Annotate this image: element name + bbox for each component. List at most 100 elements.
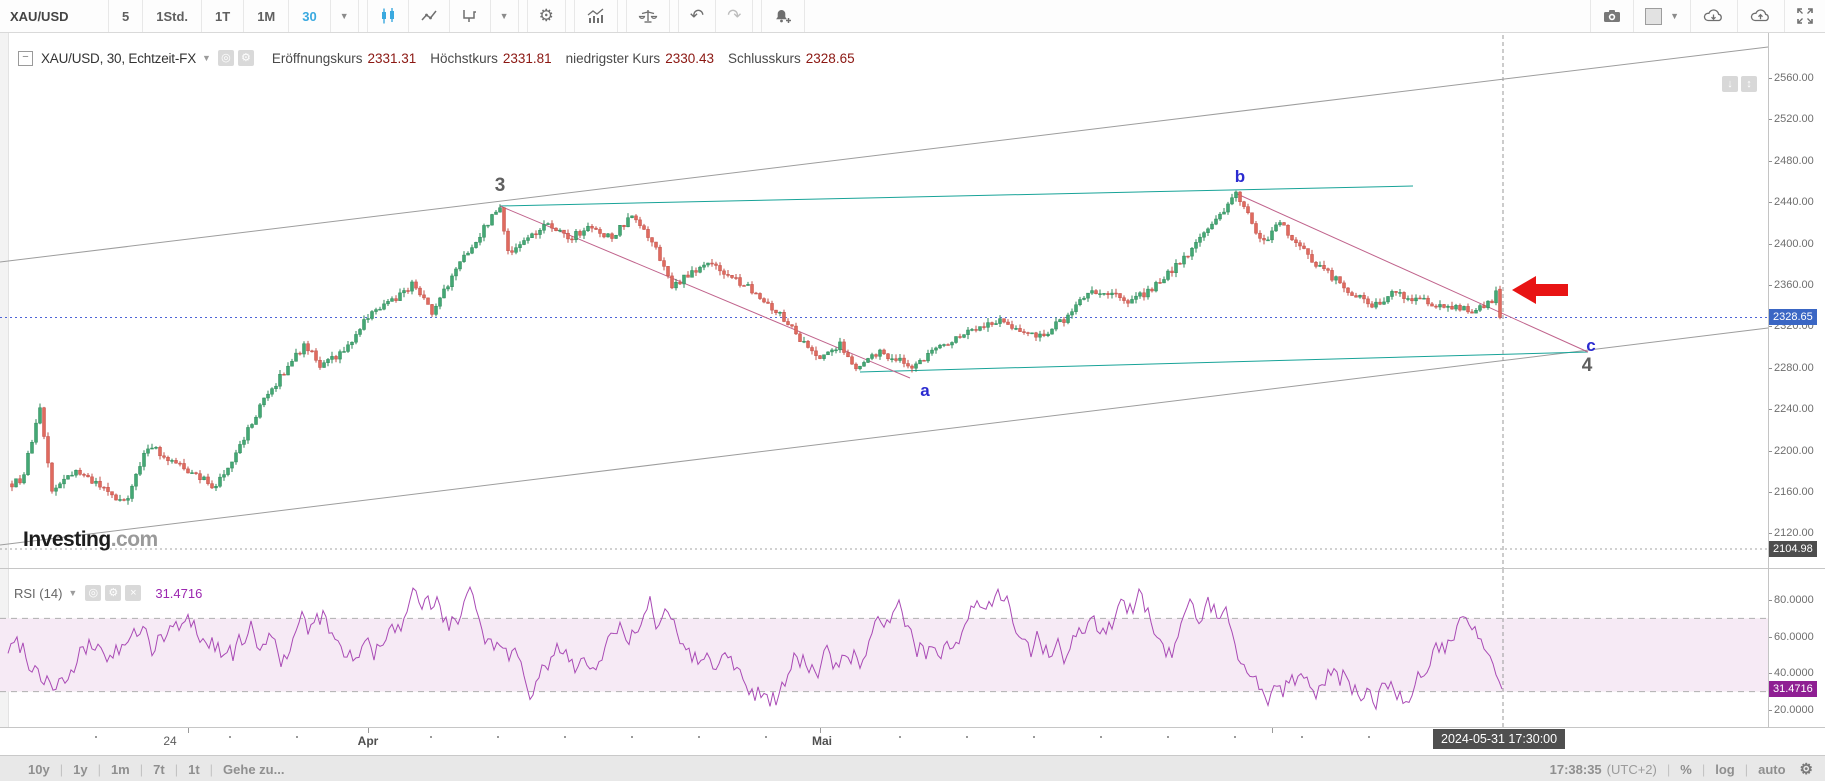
time-axis-dot bbox=[1368, 736, 1370, 738]
range-1m-button[interactable]: 1m bbox=[110, 761, 130, 777]
low-value: 2330.43 bbox=[665, 50, 714, 66]
red-arrow-annotation[interactable] bbox=[1512, 276, 1568, 304]
rsi-tickmark bbox=[1768, 673, 1772, 675]
compare-scales-icon bbox=[638, 10, 658, 23]
camera-icon bbox=[1604, 10, 1621, 22]
autoscale-button[interactable]: ↕ bbox=[1741, 76, 1757, 92]
alert-bell-icon bbox=[776, 10, 792, 23]
rsi-line bbox=[7, 585, 1503, 711]
timeframe-30-button-active[interactable]: 30 bbox=[289, 0, 331, 32]
pane-separator[interactable] bbox=[0, 568, 1825, 569]
open-label: Eröffnungskurs bbox=[271, 50, 363, 66]
snapshot-button[interactable] bbox=[1590, 0, 1633, 32]
wave-label-3[interactable]: 3 bbox=[494, 175, 506, 196]
layout-button[interactable]: ▼ bbox=[1633, 0, 1690, 32]
settings-button[interactable]: ⚙ bbox=[528, 0, 566, 32]
collapse-pane-icon[interactable]: − bbox=[18, 50, 33, 66]
rsi-pane-svg[interactable] bbox=[0, 569, 1825, 727]
timeframe-dropdown-caret[interactable]: ▼ bbox=[331, 0, 359, 32]
time-axis-dot bbox=[765, 736, 767, 738]
undo-button[interactable]: ↶ bbox=[679, 0, 717, 32]
candles bbox=[10, 190, 1502, 505]
rsi-dropdown-caret[interactable]: ▼ bbox=[68, 588, 78, 598]
wave-label-4[interactable]: 4 bbox=[1581, 355, 1593, 376]
wave-label-c[interactable]: c bbox=[1586, 336, 1596, 355]
timeframe-1d-button[interactable]: 1T bbox=[202, 0, 245, 32]
low-marker-badge: 2104.98 bbox=[1769, 540, 1817, 557]
trendline-wave-top-teal[interactable] bbox=[499, 185, 1414, 207]
save-chart-button[interactable] bbox=[1737, 0, 1784, 32]
rsi-tickmark bbox=[1768, 600, 1772, 601]
main-chart-svg[interactable] bbox=[0, 33, 1825, 568]
range-1y-button[interactable]: 1y bbox=[73, 761, 88, 777]
price-tickmark bbox=[1768, 409, 1772, 411]
trendline-wave-bottom-teal[interactable] bbox=[859, 351, 1589, 373]
rsi-period: (14) bbox=[39, 585, 63, 601]
trendline-channel-lower[interactable] bbox=[0, 327, 1769, 546]
arrow-updown-icon: ↕ bbox=[1746, 78, 1752, 90]
main-legend: − XAU/USD, 30, Echtzeit-FX ▼ ◎ ⚙ Eröffnu… bbox=[18, 48, 855, 68]
range-7d-button[interactable]: 7t bbox=[153, 761, 165, 777]
interval-style-button[interactable] bbox=[450, 0, 491, 32]
log-scale-button[interactable]: log bbox=[1715, 761, 1735, 777]
candlestick-style-button[interactable] bbox=[368, 0, 409, 32]
compare-button[interactable] bbox=[627, 0, 670, 32]
price-tickmark bbox=[1768, 78, 1772, 79]
rsi-tickmark bbox=[1768, 636, 1772, 638]
auto-scale-button[interactable]: auto bbox=[1758, 761, 1786, 777]
range-10y-button[interactable]: 10y bbox=[28, 761, 50, 777]
time-axis-dot bbox=[966, 736, 968, 738]
cloud-download-icon bbox=[1703, 9, 1722, 22]
wave-label-a[interactable]: a bbox=[920, 381, 930, 400]
chart-style-caret[interactable]: ▼ bbox=[491, 0, 519, 32]
price-axis-border bbox=[1768, 33, 1769, 755]
time-axis-dot bbox=[631, 736, 633, 738]
layout-icon bbox=[1645, 7, 1663, 25]
low-label: niedrigster Kurs bbox=[565, 50, 661, 66]
price-tickmark bbox=[1768, 160, 1772, 162]
timezone-label[interactable]: (UTC+2) bbox=[1606, 761, 1657, 777]
candlestick-chart-icon bbox=[381, 8, 394, 24]
time-axis-dot bbox=[430, 736, 432, 738]
open-value: 2331.31 bbox=[367, 50, 417, 66]
price-tickmark bbox=[1768, 492, 1772, 493]
interval-style-icon bbox=[462, 10, 476, 22]
time-axis-tick bbox=[188, 728, 189, 733]
timeframe-1h-button[interactable]: 1Std. bbox=[143, 0, 203, 32]
rsi-value-badge: 31.4716 bbox=[1769, 680, 1817, 697]
legend-settings-icon[interactable]: ⚙ bbox=[237, 50, 254, 66]
legend-dropdown-caret[interactable]: ▼ bbox=[202, 53, 211, 63]
time-axis-row[interactable]: 24 Apr Mai 2024-05-31 17:30:00 bbox=[0, 728, 1825, 755]
add-alert-button[interactable] bbox=[762, 0, 806, 32]
percent-scale-button[interactable]: % bbox=[1680, 761, 1692, 777]
rsi-visibility-icon[interactable]: ◎ bbox=[85, 585, 102, 601]
price-tick-label: 2520.00 bbox=[1774, 113, 1814, 126]
axis-settings-gear-icon[interactable]: ⚙ bbox=[1799, 761, 1813, 778]
scroll-down-button[interactable]: ↓ bbox=[1722, 76, 1738, 92]
redo-button[interactable]: ↷ bbox=[716, 0, 754, 32]
trendline-wave-b-to-c-pink[interactable] bbox=[1234, 192, 1589, 353]
clock-label: 17:38:35 bbox=[1549, 761, 1602, 777]
indicators-button[interactable] bbox=[575, 0, 618, 32]
range-1d-button[interactable]: 1t bbox=[188, 761, 200, 777]
fullscreen-button[interactable] bbox=[1784, 0, 1825, 32]
rsi-settings-icon[interactable]: ⚙ bbox=[105, 585, 122, 601]
timeframe-1m-button[interactable]: 1M bbox=[244, 0, 290, 32]
price-tick-label: 2280.00 bbox=[1774, 361, 1814, 374]
time-axis-dot bbox=[1234, 736, 1236, 738]
timeframe-5-button[interactable]: 5 bbox=[109, 0, 144, 32]
time-axis-dot bbox=[1301, 736, 1303, 738]
load-chart-button[interactable] bbox=[1690, 0, 1737, 32]
legend-visibility-icon[interactable]: ◎ bbox=[217, 50, 234, 66]
wave-label-b[interactable]: b bbox=[1234, 167, 1246, 186]
goto-date-button[interactable]: Gehe zu... bbox=[223, 761, 285, 777]
trendline-channel-upper[interactable] bbox=[0, 46, 1769, 263]
bottom-toolbar: 10y | 1y | 1m | 7t | 1t | Gehe zu... 17:38:35… bbox=[0, 755, 1825, 781]
line-style-button[interactable] bbox=[409, 0, 450, 32]
rsi-band-fill bbox=[0, 618, 1768, 692]
rsi-close-icon[interactable]: × bbox=[125, 585, 142, 601]
time-axis-dot bbox=[1100, 736, 1102, 738]
price-tickmark bbox=[1768, 367, 1772, 369]
symbol-button[interactable]: XAU/USD bbox=[0, 0, 109, 32]
